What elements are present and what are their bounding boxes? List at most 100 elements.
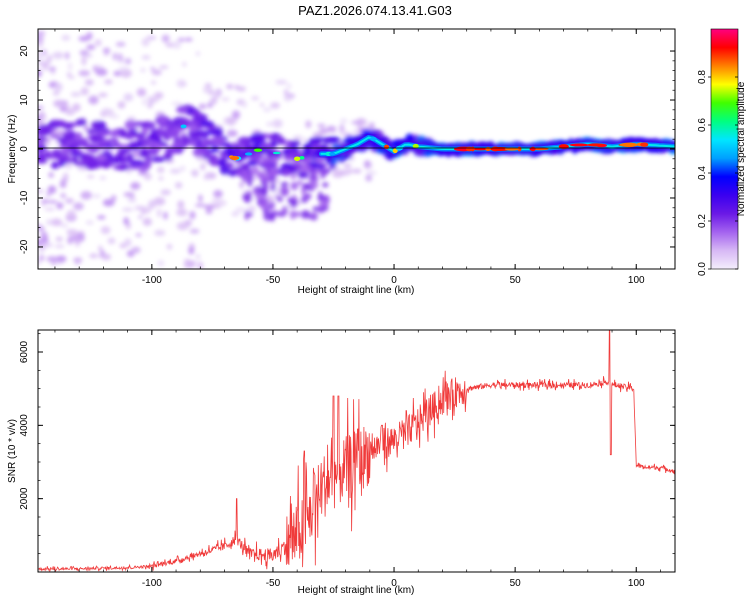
spectrogram-tail-blob (321, 169, 328, 177)
spectrogram-noise-blob (363, 160, 371, 168)
spectrogram-noise-blob (156, 208, 162, 218)
spectrogram-band-blob (127, 141, 141, 151)
spectrogram-tail-blob (318, 200, 329, 209)
spectrogram-noise-blob (65, 198, 74, 204)
spectrogram-band-blob (302, 147, 309, 158)
snr-panel: -100 -50 0 50 100 2000 4000 6000 Height of stra… (7, 329, 676, 596)
spectrogram-noise-blob (194, 203, 206, 207)
spectrogram-band-blob (54, 153, 70, 161)
spectrogram-noise-blob (141, 37, 150, 47)
spectrogram-noise-blob (242, 100, 248, 109)
spectrogram-band-blob (154, 143, 164, 150)
spectrogram-band-blob (129, 159, 145, 167)
spectrogram-noise-blob (41, 197, 46, 207)
spectrogram-noise-blob (102, 47, 111, 54)
spectrogram-noise-blob (180, 82, 188, 86)
spectrogram-noise-blob (109, 114, 120, 119)
spectrogram-band-blob (83, 157, 97, 164)
spectrogram-noise-blob (59, 106, 67, 112)
spectrogram-noise-blob (226, 116, 234, 124)
spectrogram-band-blob (113, 142, 122, 148)
spectrogram-noise-blob (195, 253, 201, 260)
spectrogram-noise-blob (50, 218, 63, 227)
spectrogram-noise-blob (197, 261, 204, 269)
spectrogram-noise-blob (66, 72, 72, 77)
spectrogram-noise-blob (52, 90, 60, 96)
spectrogram-noise-blob (209, 97, 218, 104)
snr-y-tick-label: 6000 (19, 340, 30, 363)
spectrogram-band-blob (182, 135, 190, 146)
spectrogram-noise-blob (72, 103, 81, 112)
spectrogram-noise-blob (81, 56, 87, 66)
spectrogram-noise-blob (38, 223, 42, 228)
snr-y-tick-label: 4000 (19, 414, 30, 437)
spectrogram-noise-blob (102, 199, 115, 207)
spectrogram-band-blob (163, 151, 173, 161)
spectrogram-peak (619, 142, 639, 147)
snr-x-tick-label: 0 (391, 578, 397, 589)
spectrogram-noise-blob (123, 93, 134, 102)
spectrogram-noise-blob (86, 44, 96, 50)
spectrogram-noise-blob (191, 169, 199, 178)
spectrogram-band-blob (210, 136, 225, 146)
spectrogram-tail-blob (290, 181, 299, 191)
spectrogram-noise-blob (38, 189, 45, 194)
spectrogram-noise-blob (92, 65, 98, 73)
spectrogram-noise-blob (147, 103, 153, 109)
spectrogram-noise-blob (84, 79, 94, 86)
spectrogram-band-blob (247, 160, 258, 166)
spectrogram-noise-blob (118, 53, 123, 62)
spectrogram-band-blob (208, 155, 219, 166)
snr-axes: -100 -50 0 50 100 2000 4000 6000 (19, 330, 675, 589)
spectrogram-noise-blob (274, 187, 281, 196)
spectrogram-band-blob (91, 121, 100, 129)
spectrogram-band-blob (69, 152, 85, 157)
spectrogram-tail-blob (242, 192, 252, 202)
spectrogram-peak (244, 152, 253, 156)
spectrogram-noise-blob (357, 118, 363, 127)
spectrogram-band-blob (165, 146, 182, 154)
spectrogram-tail-blob (248, 211, 253, 217)
spectrogram-tail-blob (264, 162, 273, 173)
spectrogram-noise-blob (161, 34, 170, 43)
spectrogram-noise-blob (153, 197, 166, 206)
spectrogram-noise-blob (115, 41, 126, 47)
spectrogram-peak (325, 151, 332, 156)
spectrogram-tail-blob (247, 177, 253, 187)
spectrogram-band-blob (165, 129, 180, 138)
spectrogram-noise-blob (184, 37, 193, 42)
spectrogram-band-blob (63, 134, 73, 141)
spectrogram-noise-blob (182, 62, 187, 67)
spectrogram-y-tick-label: 10 (19, 94, 30, 106)
colorbar-tick-label: 0.4 (697, 166, 708, 180)
spectrogram-noise-blob (160, 189, 171, 196)
colorbar-label: Normalized spectral amplitude (736, 81, 747, 216)
spectrogram-noise-blob (174, 182, 183, 189)
spectrogram-band-blob (72, 156, 79, 165)
spectrogram-band-blob (187, 129, 203, 138)
spectrogram-tail-blob (249, 166, 260, 175)
spectrogram-x-tick-label: 100 (628, 275, 645, 286)
spectrogram-marks (38, 31, 675, 269)
spectrogram-noise-blob (318, 129, 329, 135)
spectrogram-noise-blob (99, 176, 107, 180)
spectrogram-noise-blob (46, 191, 51, 197)
spectrogram-tail-blob (313, 170, 318, 177)
spectrogram-y-axis-label: Frequency (Hz) (7, 115, 18, 184)
spectrogram-tail-blob (318, 191, 323, 201)
spectrogram-noise-blob (365, 174, 373, 182)
spectrogram-noise-blob (283, 94, 293, 102)
spectrogram-tail-blob (312, 206, 321, 212)
colorbar: 0.0 0.2 0.4 0.6 0.8 Normalized spectral ampl… (697, 28, 747, 276)
spectrogram-tail-blob (300, 164, 311, 173)
spectrogram-band-blob (232, 148, 243, 155)
spectrogram-noise-blob (73, 236, 82, 244)
spectrogram-noise-blob (38, 69, 43, 78)
spectrogram-noise-blob (66, 229, 78, 237)
spectrogram-noise-blob (205, 208, 213, 215)
spectrogram-tail-blob (244, 210, 250, 221)
spectrogram-noise-blob (188, 247, 195, 255)
spectrogram-noise-blob (100, 226, 111, 235)
spectrogram-noise-blob (123, 207, 130, 212)
spectrogram-band-blob (156, 127, 164, 138)
